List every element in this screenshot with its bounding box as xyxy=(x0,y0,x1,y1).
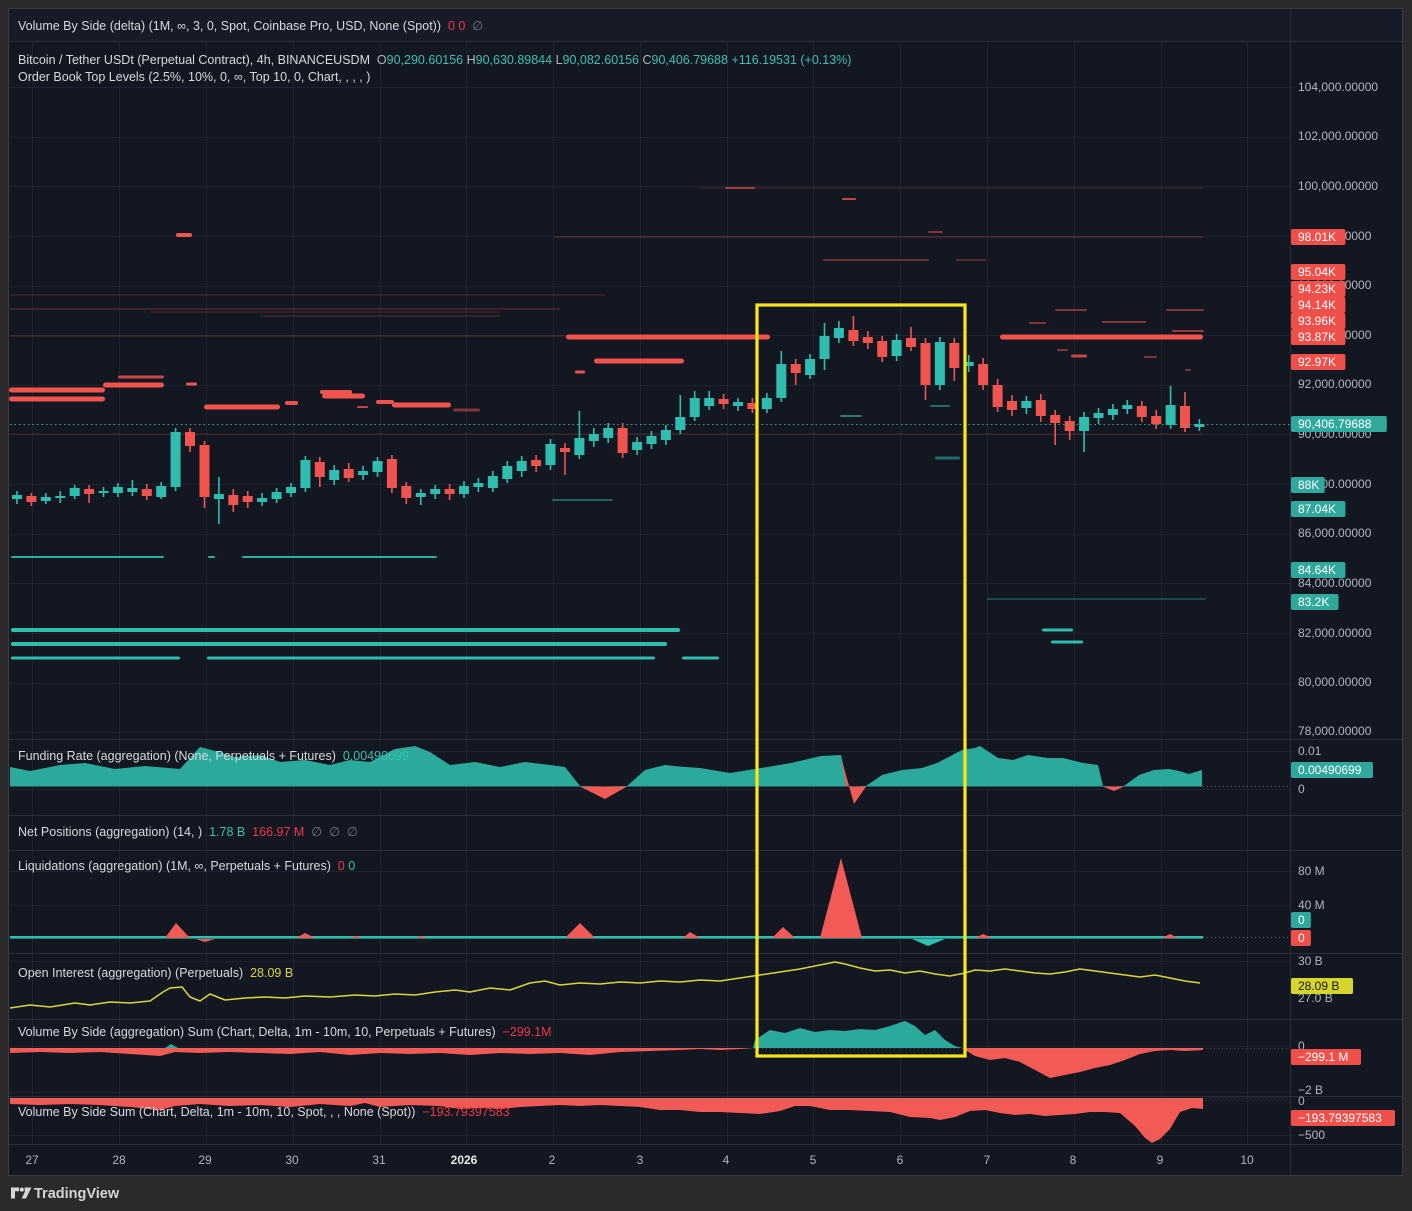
svg-text:0.01: 0.01 xyxy=(1298,744,1322,758)
svg-text:100,000.00000: 100,000.00000 xyxy=(1298,179,1378,193)
svg-text:27: 27 xyxy=(25,1153,39,1167)
svg-text:0.00490699: 0.00490699 xyxy=(1298,763,1362,777)
svg-text:−193.79397583: −193.79397583 xyxy=(1298,1111,1382,1125)
svg-text:0: 0 xyxy=(1298,931,1305,945)
svg-text:28: 28 xyxy=(112,1153,126,1167)
svg-text:88K: 88K xyxy=(1298,478,1319,492)
svg-text:Funding Rate (aggregation) (No: Funding Rate (aggregation) (None, Perpet… xyxy=(18,749,409,763)
svg-text:92.97K: 92.97K xyxy=(1298,355,1336,369)
svg-text:28.09 B: 28.09 B xyxy=(1298,979,1339,993)
svg-text:94.14K: 94.14K xyxy=(1298,298,1336,312)
svg-text:Volume By Side (aggregation) S: Volume By Side (aggregation) Sum (Chart,… xyxy=(18,1025,552,1039)
svg-text:4: 4 xyxy=(723,1153,730,1167)
svg-text:95.04K: 95.04K xyxy=(1298,265,1336,279)
svg-text:80 M: 80 M xyxy=(1298,864,1325,878)
svg-text:2026: 2026 xyxy=(451,1153,478,1167)
svg-text:Open Interest (aggregation) (P: Open Interest (aggregation) (Perpetuals)… xyxy=(18,966,293,980)
svg-text:29: 29 xyxy=(198,1153,212,1167)
svg-text:Volume By Side (delta) (1M, ∞,: Volume By Side (delta) (1M, ∞, 3, 0, Spo… xyxy=(18,19,483,33)
svg-text:2: 2 xyxy=(549,1153,556,1167)
svg-text:104,000.00000: 104,000.00000 xyxy=(1298,80,1378,94)
svg-text:−299.1 M: −299.1 M xyxy=(1298,1050,1348,1064)
svg-text:7: 7 xyxy=(984,1153,991,1167)
svg-text:0: 0 xyxy=(1298,1039,1305,1053)
svg-text:31: 31 xyxy=(372,1153,386,1167)
svg-text:27.0 B: 27.0 B xyxy=(1298,991,1333,1005)
svg-text:9: 9 xyxy=(1157,1153,1164,1167)
svg-text:83.2K: 83.2K xyxy=(1298,595,1329,609)
svg-text:92,000.00000: 92,000.00000 xyxy=(1298,377,1372,391)
svg-text:82,000.00000: 82,000.00000 xyxy=(1298,626,1372,640)
svg-text:6: 6 xyxy=(897,1153,904,1167)
svg-text:TradingView: TradingView xyxy=(34,1186,120,1202)
svg-text:84,000.00000: 84,000.00000 xyxy=(1298,576,1372,590)
svg-text:Order Book Top Levels (2.5%, 1: Order Book Top Levels (2.5%, 10%, 0, ∞, … xyxy=(18,70,370,84)
svg-text:98.01K: 98.01K xyxy=(1298,230,1336,244)
svg-text:−500: −500 xyxy=(1298,1128,1325,1142)
svg-text:93.87K: 93.87K xyxy=(1298,330,1336,344)
svg-text:30: 30 xyxy=(285,1153,299,1167)
svg-text:78,000.00000: 78,000.00000 xyxy=(1298,724,1372,738)
svg-text:8: 8 xyxy=(1070,1153,1077,1167)
svg-text:40 M: 40 M xyxy=(1298,898,1325,912)
svg-text:90,406.79688: 90,406.79688 xyxy=(1298,417,1372,431)
svg-text:0: 0 xyxy=(1298,782,1305,796)
svg-text:3: 3 xyxy=(637,1153,644,1167)
svg-text:94.23K: 94.23K xyxy=(1298,282,1336,296)
svg-text:80,000.00000: 80,000.00000 xyxy=(1298,675,1372,689)
svg-text:84.64K: 84.64K xyxy=(1298,563,1336,577)
svg-text:Volume By Side Sum (Chart, Del: Volume By Side Sum (Chart, Delta, 1m - 1… xyxy=(18,1105,510,1119)
svg-text:0: 0 xyxy=(1298,1094,1305,1108)
svg-text:Liquidations (aggregation) (1M: Liquidations (aggregation) (1M, ∞, Perpe… xyxy=(18,859,355,873)
svg-text:−2 B: −2 B xyxy=(1298,1083,1323,1097)
svg-text:10: 10 xyxy=(1240,1153,1254,1167)
svg-text:5: 5 xyxy=(810,1153,817,1167)
svg-text:87.04K: 87.04K xyxy=(1298,502,1336,516)
svg-text:93.96K: 93.96K xyxy=(1298,314,1336,328)
svg-text:102,000.00000: 102,000.00000 xyxy=(1298,129,1378,143)
svg-text:86,000.00000: 86,000.00000 xyxy=(1298,526,1372,540)
svg-text:0: 0 xyxy=(1298,913,1305,927)
svg-text:30 B: 30 B xyxy=(1298,954,1323,968)
svg-text:Bitcoin / Tether USDt (Perpetu: Bitcoin / Tether USDt (Perpetual Contrac… xyxy=(18,53,851,67)
svg-text:Net Positions (aggregation) (1: Net Positions (aggregation) (14, ) 1.78 … xyxy=(18,825,358,839)
